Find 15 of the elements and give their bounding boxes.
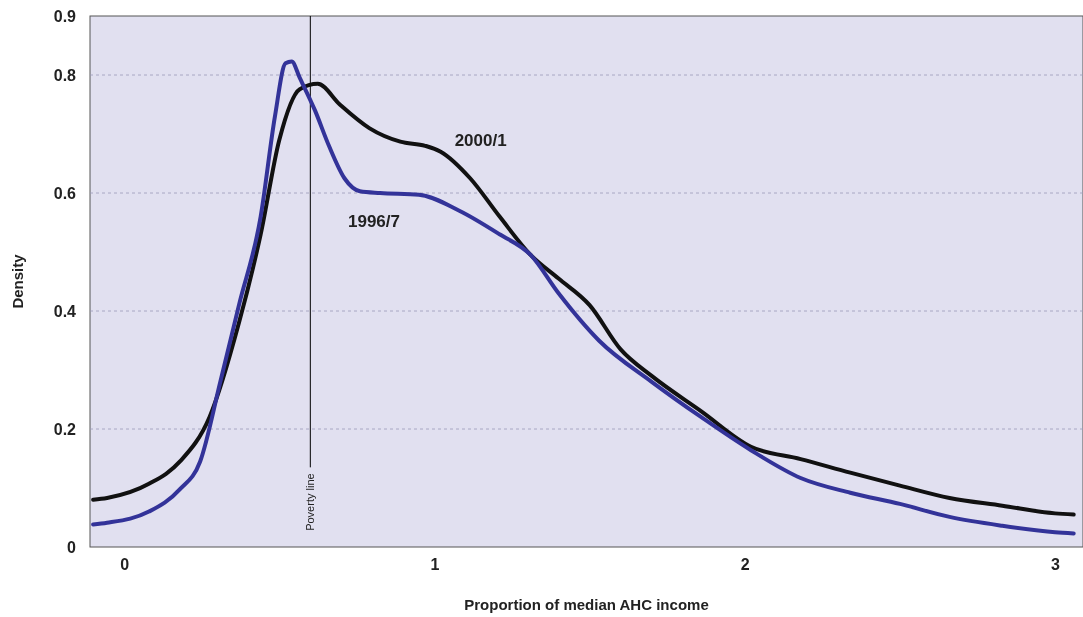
y-tick-label: 0 (67, 538, 77, 556)
y-tick-label: 0.4 (53, 302, 77, 320)
x-tick-label: 0 (120, 556, 130, 574)
x-tick-label: 2 (740, 556, 750, 574)
x-tick-label: 1 (430, 556, 440, 574)
series-label: 1996/7 (347, 212, 400, 232)
ref-line-label: Poverty line (304, 473, 317, 531)
y-tick-label: 0.8 (53, 66, 77, 84)
series-label: 2000/1 (454, 130, 507, 150)
y-tick-label: 0.6 (53, 184, 77, 202)
y-tick-label: 0.2 (53, 420, 77, 438)
x-tick-label: 3 (1051, 556, 1061, 574)
x-axis-title: Proportion of median AHC income (464, 596, 709, 613)
y-axis-title: Density (9, 253, 26, 309)
y-tick-label: 0.9 (53, 7, 77, 25)
